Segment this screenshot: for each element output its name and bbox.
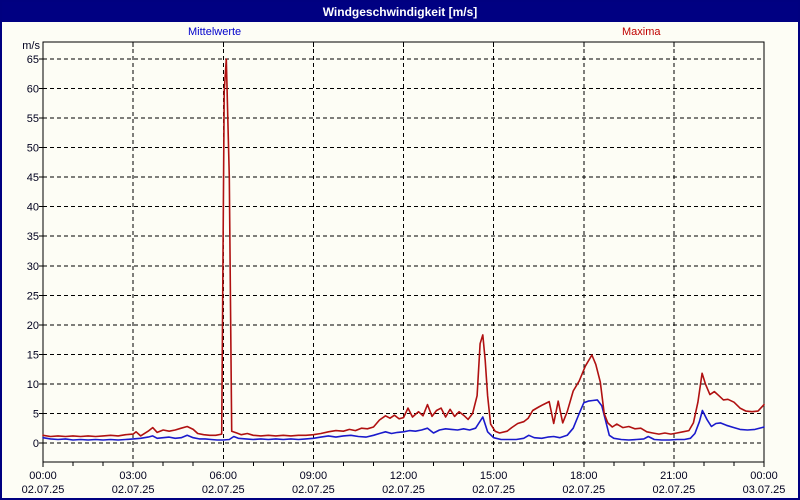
series-maxima — [42, 58, 765, 438]
x-tick-time-label: 15:00 — [480, 470, 508, 482]
x-tick-date-label: 02.07.25 — [382, 484, 425, 496]
legend-maxima-label: Maxima — [622, 26, 661, 38]
x-tick-date-label: 02.07.25 — [562, 484, 605, 496]
y-tick-label: 60 — [27, 84, 39, 96]
y-tick-label: 15 — [27, 349, 39, 361]
series-mittelwerte — [42, 399, 765, 441]
x-tick-date-label: 02.07.25 — [112, 484, 155, 496]
x-tick-date-label: 02.07.25 — [472, 484, 515, 496]
y-tick-label: 55 — [27, 113, 39, 125]
y-tick-label: 0 — [33, 438, 39, 450]
x-tick-date-label: 02.07.25 — [202, 484, 245, 496]
x-tick-time-label: 18:00 — [570, 470, 598, 482]
y-tick-label: 45 — [27, 172, 39, 184]
x-tick-time-label: 03:00 — [119, 470, 147, 482]
x-tick-date-label: 02.07.25 — [22, 484, 65, 496]
x-tick-time-label: 00:00 — [750, 470, 778, 482]
y-tick-label: 20 — [27, 320, 39, 332]
legend-mittelwerte-label: Mittelwerte — [188, 26, 242, 38]
x-tick-time-label: 09:00 — [300, 470, 328, 482]
y-tick-label: 30 — [27, 261, 39, 273]
y-axis-unit-label: m/s — [22, 40, 40, 52]
x-tick-time-label: 12:00 — [390, 470, 418, 482]
x-tick-date-label: 03.07.25 — [743, 484, 786, 496]
y-tick-label: 50 — [27, 143, 39, 155]
x-tick-date-label: 02.07.25 — [292, 484, 335, 496]
y-tick-label: 40 — [27, 202, 39, 214]
x-tick-time-label: 06:00 — [209, 470, 237, 482]
y-tick-label: 35 — [27, 231, 39, 243]
x-tick-date-label: 02.07.25 — [652, 484, 695, 496]
window-title: Windgeschwindigkeit [m/s] — [322, 5, 478, 19]
y-tick-label: 10 — [27, 379, 39, 391]
title-bar: Windgeschwindigkeit [m/s] — [2, 2, 798, 22]
y-tick-label: 5 — [33, 408, 39, 420]
y-tick-label: 25 — [27, 290, 39, 302]
y-tick-label: 65 — [27, 54, 39, 66]
x-tick-time-label: 00:00 — [29, 470, 57, 482]
x-tick-time-label: 21:00 — [660, 470, 688, 482]
